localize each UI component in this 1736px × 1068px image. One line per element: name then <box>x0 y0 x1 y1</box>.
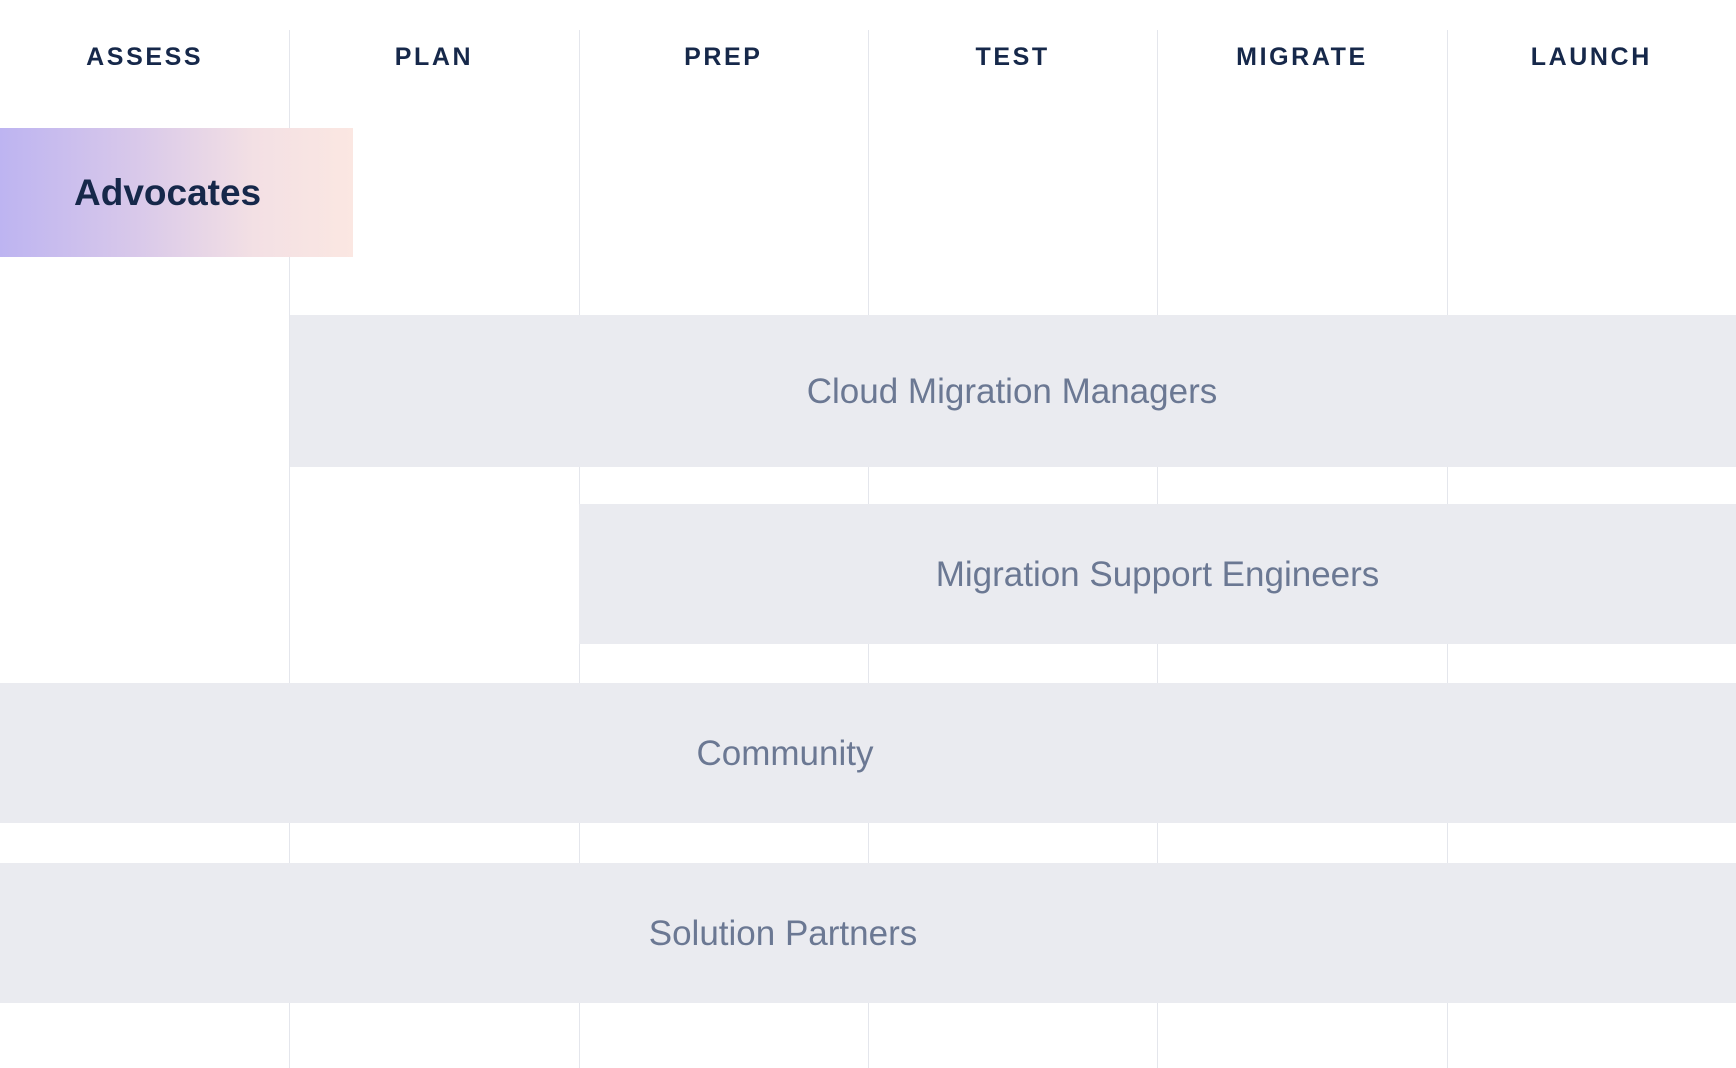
phase-header-launch[interactable]: LAUNCH <box>1447 0 1736 115</box>
phase-header-label: PREP <box>684 43 763 71</box>
role-band-label: Cloud Migration Managers <box>806 371 1218 411</box>
phase-header-test[interactable]: TEST <box>868 0 1157 115</box>
role-band-community[interactable]: Community <box>0 683 1736 823</box>
role-band-cloud-migration-managers[interactable]: Cloud Migration Managers <box>290 315 1736 467</box>
role-band-label: Advocates <box>74 172 262 213</box>
phase-header-migrate[interactable]: MIGRATE <box>1157 0 1446 115</box>
role-band-label: Migration Support Engineers <box>935 554 1380 594</box>
role-band-solution-partners[interactable]: Solution Partners <box>0 863 1736 1003</box>
phase-header-prep[interactable]: PREP <box>579 0 868 115</box>
role-band-label: Community <box>696 733 874 773</box>
phase-header-plan[interactable]: PLAN <box>289 0 578 115</box>
phase-header-label: ASSESS <box>86 43 204 71</box>
phase-header-label: LAUNCH <box>1530 43 1652 71</box>
phase-header-label: MIGRATE <box>1236 43 1368 71</box>
role-band-label: Solution Partners <box>648 913 918 953</box>
phase-header-label: TEST <box>975 43 1050 71</box>
phase-header-assess[interactable]: ASSESS <box>0 0 289 115</box>
phase-header-label: PLAN <box>394 43 474 71</box>
role-band-migration-support-engineers[interactable]: Migration Support Engineers <box>579 504 1736 644</box>
role-band-advocates[interactable]: Advocates <box>0 128 353 257</box>
phase-header-row: ASSESS PLAN PREP TEST MIGRATE LAUNCH <box>0 0 1736 115</box>
